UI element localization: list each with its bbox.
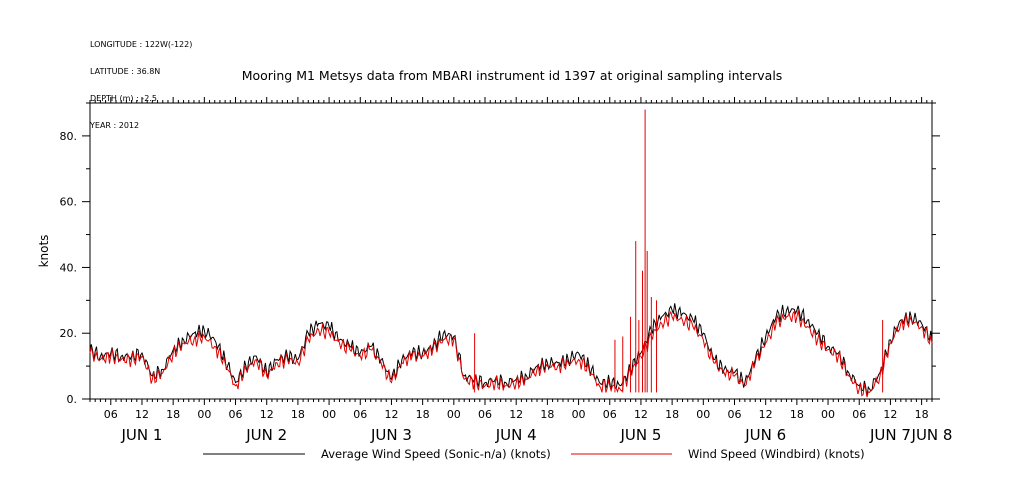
- series-line-1: [89, 310, 933, 398]
- x-hour-label: 12: [384, 408, 398, 421]
- meta-longitude: LONGITUDE : 122W(-122): [90, 40, 193, 49]
- y-tick-label: 60.: [60, 196, 78, 209]
- chart-title: Mooring M1 Metsys data from MBARI instru…: [242, 68, 783, 83]
- x-day-label: JUN 3: [370, 426, 412, 444]
- y-axis-label: knots: [37, 235, 51, 268]
- y-tick-label: 0.: [67, 393, 78, 406]
- x-hour-label: 12: [509, 408, 523, 421]
- x-hour-label: 06: [229, 408, 243, 421]
- x-hour-label: 00: [322, 408, 336, 421]
- meta-latitude: LATITUDE : 36.8N: [90, 67, 161, 76]
- x-hour-label: 12: [759, 408, 773, 421]
- series-layer: [89, 109, 933, 398]
- x-hour-label: 00: [197, 408, 211, 421]
- x-day-label: JUN 2: [245, 426, 287, 444]
- x-hour-label: 00: [572, 408, 586, 421]
- x-hour-label: 00: [447, 408, 461, 421]
- x-day-label: JUN 8: [911, 426, 953, 444]
- meta-depth: DEPTH (m) : -2.5: [90, 94, 157, 103]
- x-hour-label: 00: [696, 408, 710, 421]
- x-day-label: JUN 6: [744, 426, 786, 444]
- x-hour-label: 06: [104, 408, 118, 421]
- x-hour-label: 06: [727, 408, 741, 421]
- x-hour-label: 12: [883, 408, 897, 421]
- x-hour-label: 06: [353, 408, 367, 421]
- x-hour-label: 12: [260, 408, 274, 421]
- x-day-label: JUN 1: [121, 426, 163, 444]
- meta-block: LONGITUDE : 122W(-122) LATITUDE : 36.8N …: [90, 22, 192, 139]
- x-hour-label: 06: [603, 408, 617, 421]
- x-hour-label: 18: [166, 408, 180, 421]
- plot-frame: [89, 102, 933, 400]
- x-hour-label: 18: [790, 408, 804, 421]
- x-hour-label: 18: [540, 408, 554, 421]
- meta-year: YEAR : 2012: [90, 121, 140, 130]
- axis-labels: 0. 20. 40. 60. 80. 06 12 18 00 06 12 18 00 06 12 18 00 06…: [60, 130, 953, 444]
- x-hour-label: 00: [821, 408, 835, 421]
- x-hour-label: 18: [416, 408, 430, 421]
- x-hour-label: 06: [852, 408, 866, 421]
- x-hour-label: 18: [665, 408, 679, 421]
- x-hour-label: 18: [915, 408, 929, 421]
- x-hour-label: 18: [291, 408, 305, 421]
- x-day-label: JUN 5: [619, 426, 661, 444]
- axis-ticks: [82, 97, 940, 405]
- legend-label-windbird: Wind Speed (Windbird) (knots): [688, 447, 865, 461]
- x-hour-label: 12: [135, 408, 149, 421]
- x-day-label: JUN 4: [495, 426, 537, 444]
- y-tick-label: 20.: [60, 327, 78, 340]
- x-hour-label: 12: [634, 408, 648, 421]
- legend: Average Wind Speed (Sonic-n/a) (knots) W…: [203, 447, 865, 461]
- x-hour-label: 06: [478, 408, 492, 421]
- legend-label-average: Average Wind Speed (Sonic-n/a) (knots): [321, 447, 551, 461]
- x-day-label: JUN 7: [869, 426, 911, 444]
- y-tick-label: 80.: [60, 130, 78, 143]
- y-tick-label: 40.: [60, 261, 78, 274]
